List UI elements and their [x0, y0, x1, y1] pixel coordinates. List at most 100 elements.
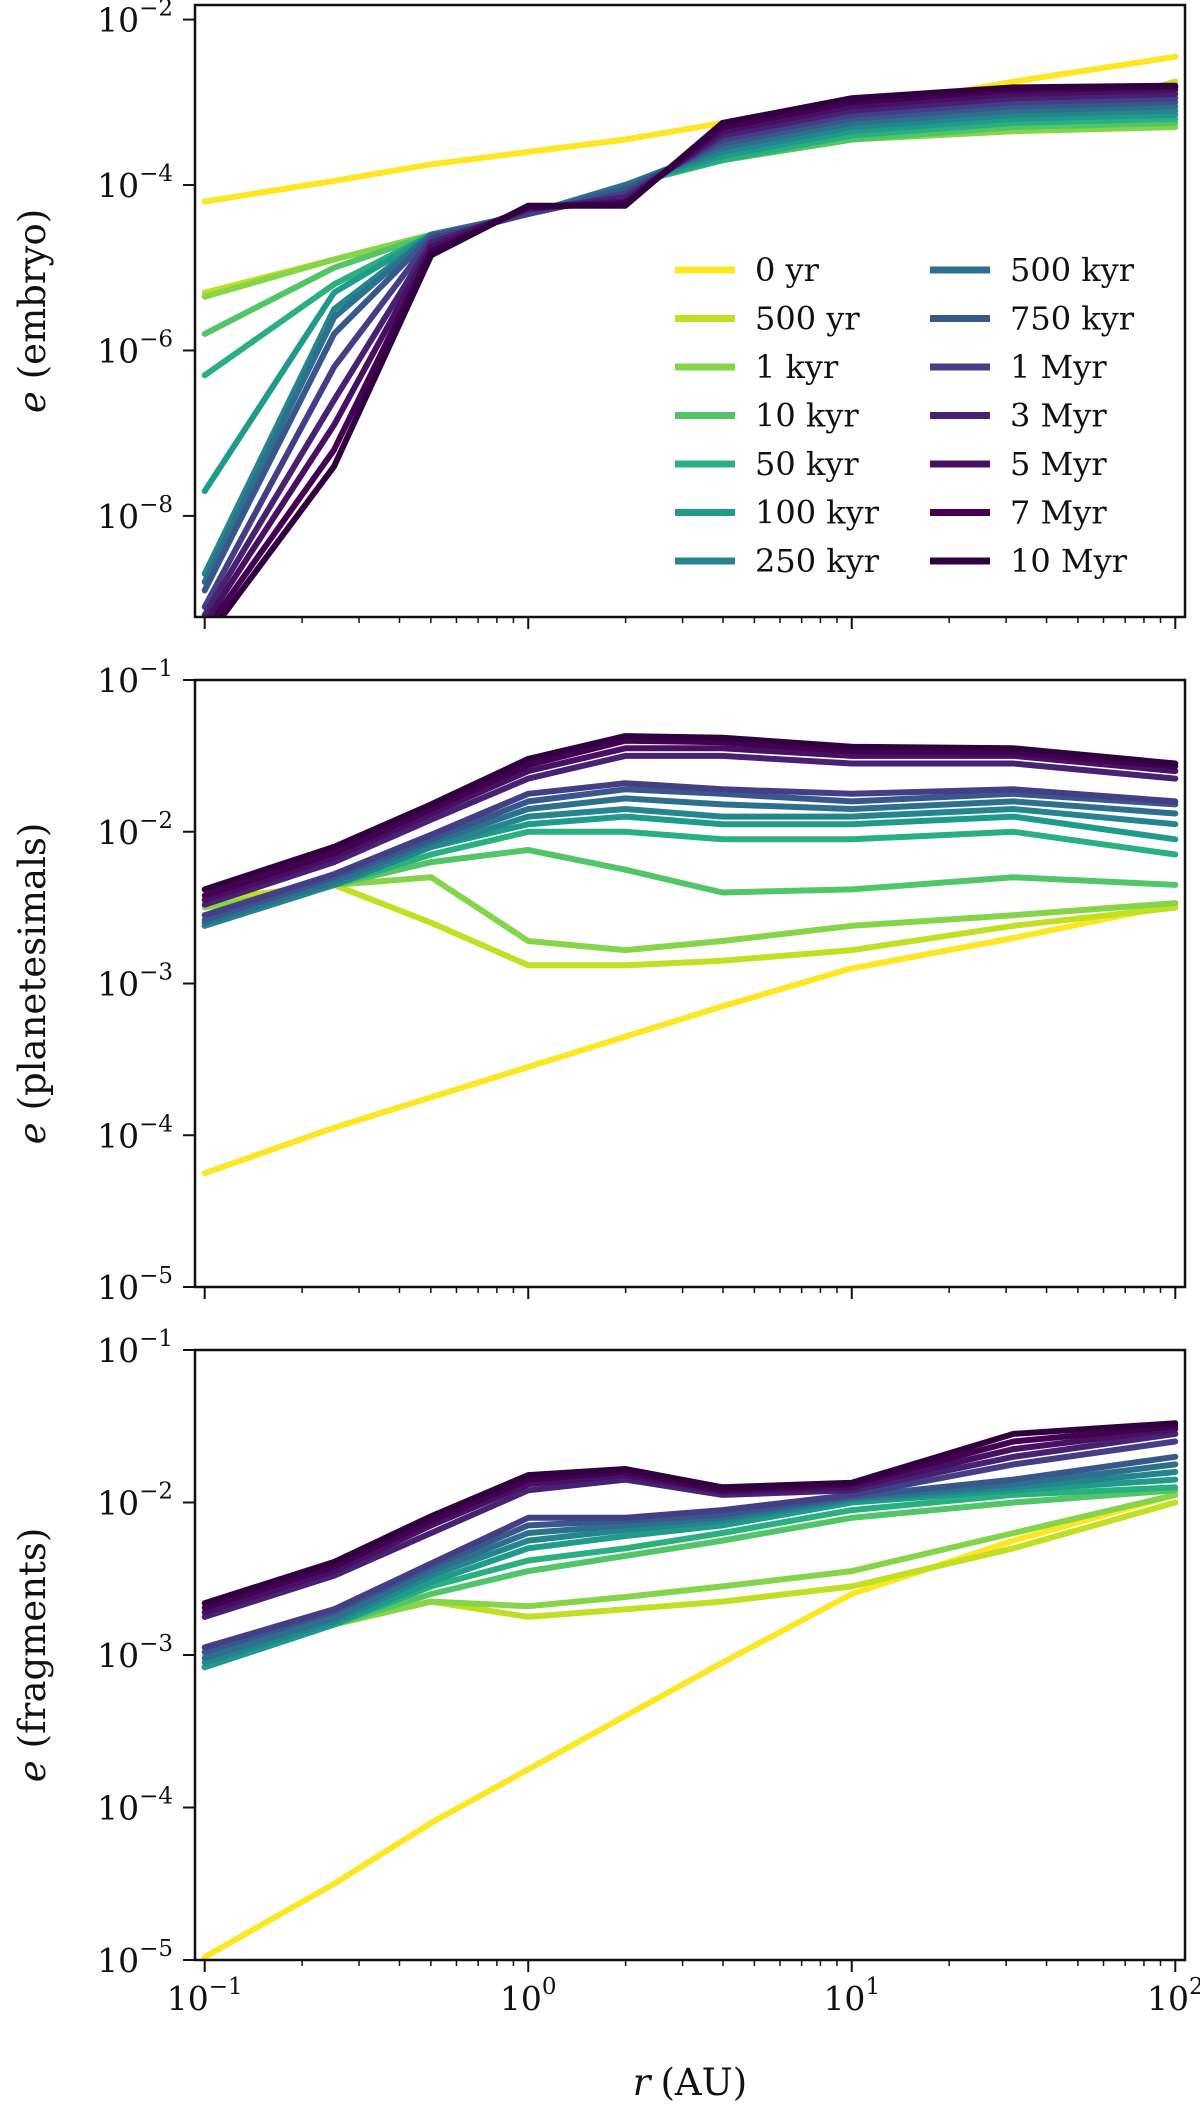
legend-label: 3 Myr — [1010, 397, 1107, 435]
y-tick-label-exponent: −5 — [139, 1263, 173, 1289]
x-tick-label-base: 10 — [823, 1979, 865, 2018]
y-tick-label-exponent: −4 — [139, 1111, 173, 1137]
y-tick-label-base: 10 — [97, 1, 139, 40]
series-line-3-Myr — [201, 1430, 1179, 1620]
series-group — [201, 733, 1179, 1177]
y-tick-label-exponent: −5 — [139, 1936, 173, 1962]
axes-frame — [193, 3, 1187, 619]
y-tick-label-base: 10 — [97, 965, 139, 1004]
x-tick-label: 10−1 — [167, 1974, 243, 2018]
y-tick-label-base: 10 — [97, 1268, 139, 1307]
x-axis-label: r (AU) — [633, 2061, 747, 2104]
legend-item: 10 Myr — [930, 542, 1128, 580]
x-tick-label-exponent: 2 — [1189, 1974, 1200, 2000]
series-line-1-Myr — [201, 1438, 1179, 1651]
embryo-panel: 10−210−410−610−8e(embryo) — [11, 0, 1187, 629]
y-tick-label: 10−4 — [97, 1111, 173, 1155]
series-line-3-Myr — [201, 752, 1179, 908]
series-line-5-Myr — [201, 1426, 1179, 1616]
y-tick-label-exponent: −4 — [139, 1784, 173, 1810]
y-tick-label-base: 10 — [97, 1331, 139, 1370]
y-tick-label: 10−6 — [97, 326, 173, 370]
x-axis-text: (AU) — [660, 2061, 747, 2104]
y-tick-label: 10−5 — [97, 1936, 173, 1980]
y-tick-label: 10−3 — [97, 1631, 173, 1675]
y-tick-label: 10−1 — [97, 1326, 173, 1370]
x-tick-label: 102 — [1147, 1974, 1200, 2018]
y-tick-label: 10−4 — [97, 1784, 173, 1828]
legend-item: 750 kyr — [930, 300, 1135, 338]
y-tick-label-base: 10 — [97, 166, 139, 205]
legend-item: 50 kyr — [675, 445, 859, 483]
x-tick-label-exponent: 0 — [542, 1974, 557, 2000]
y-axis-text: (fragments) — [11, 1528, 54, 1749]
axes-frame — [193, 678, 1187, 1289]
y-axis-text: (embryo) — [11, 209, 54, 379]
legend-label: 250 kyr — [755, 542, 880, 580]
x-tick-label-base: 10 — [1147, 1979, 1189, 2018]
y-axis-symbol: e — [11, 1760, 54, 1782]
y-tick-label: 10−2 — [97, 0, 173, 40]
legend-label: 10 kyr — [755, 397, 859, 435]
y-tick-label: 10−8 — [97, 492, 173, 536]
legend: 0 yr 500 yr 1 kyr 10 kyr 50 kyr 100 kyr 250 ky… — [675, 251, 1135, 580]
y-axis-label: e (planetesimals) — [11, 823, 54, 1145]
y-tick-label-exponent: −8 — [139, 492, 173, 518]
x-tick-label: 101 — [823, 1974, 880, 2018]
y-tick-label-exponent: −6 — [139, 326, 173, 352]
legend-label: 500 yr — [755, 300, 860, 338]
legend-label: 10 Myr — [1010, 542, 1128, 580]
y-tick-label-exponent: −3 — [139, 1631, 173, 1657]
y-tick-label-base: 10 — [97, 1116, 139, 1155]
legend-item: 250 kyr — [675, 542, 880, 580]
legend-item: 5 Myr — [930, 445, 1107, 483]
x-tick-label-exponent: 1 — [865, 1974, 880, 2000]
legend-item: 10 kyr — [675, 397, 859, 435]
x-tick-label-base: 10 — [500, 1979, 542, 2018]
legend-label: 1 Myr — [1010, 348, 1107, 386]
series-line-1-Myr — [201, 95, 1179, 610]
y-tick-label-base: 10 — [97, 331, 139, 370]
legend-label: 50 kyr — [755, 445, 859, 483]
y-tick-label-exponent: −2 — [139, 0, 173, 22]
series-line-1-Myr — [201, 780, 1179, 919]
series-line-10-Myr — [201, 1420, 1179, 1607]
y-tick-label-exponent: −3 — [139, 960, 173, 986]
y-tick-label: 10−2 — [97, 808, 173, 852]
legend-label: 5 Myr — [1010, 445, 1107, 483]
y-tick-label-base: 10 — [97, 497, 139, 536]
x-tick-label-exponent: −1 — [209, 1974, 243, 2000]
legend-label: 100 kyr — [755, 494, 880, 532]
y-tick-label-base: 10 — [97, 1484, 139, 1523]
series-line-0-yr — [201, 901, 1179, 1177]
series-line-7-Myr — [201, 737, 1179, 899]
series-line-100-kyr — [201, 1476, 1179, 1671]
y-tick-label: 10−2 — [97, 1479, 173, 1523]
legend-label: 500 kyr — [1010, 251, 1135, 289]
planetesimals-panel: 10−110−210−310−410−5e(planetesimals) — [11, 656, 1187, 1307]
y-tick-label-exponent: −1 — [139, 656, 173, 682]
series-line-10-Myr — [201, 733, 1179, 893]
y-tick-label-exponent: −1 — [139, 1326, 173, 1352]
series-group — [201, 53, 1179, 617]
x-tick-label-base: 10 — [167, 1979, 209, 2018]
y-tick-label: 10−5 — [97, 1263, 173, 1307]
x-axis-symbol: r — [633, 2061, 653, 2104]
y-tick-label-base: 10 — [97, 813, 139, 852]
y-axis-text: (planetesimals) — [11, 823, 54, 1111]
y-tick-label-base: 10 — [97, 1941, 139, 1980]
series-line-10-Myr — [218, 82, 1179, 617]
legend-item: 7 Myr — [930, 494, 1107, 532]
series-line-1-kyr — [201, 874, 1179, 954]
legend-label: 0 yr — [755, 251, 820, 289]
legend-item: 1 kyr — [675, 348, 839, 386]
y-tick-label: 10−3 — [97, 960, 173, 1004]
series-line-500-kyr — [201, 103, 1179, 586]
series-line-500-yr — [201, 881, 1179, 969]
y-axis-symbol: e — [11, 391, 54, 413]
x-axis-label-text: r (AU) — [633, 2061, 747, 2104]
y-tick-label-base: 10 — [97, 661, 139, 700]
y-axis-symbol: e — [11, 1122, 54, 1144]
legend-item: 3 Myr — [930, 397, 1107, 435]
